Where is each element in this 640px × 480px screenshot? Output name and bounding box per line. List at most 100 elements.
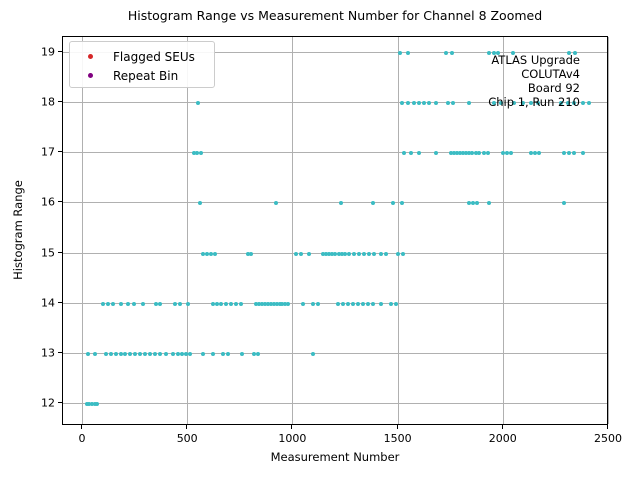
data-point (253, 301, 258, 306)
y-tick-label: 18 (41, 95, 55, 109)
data-point (140, 301, 145, 306)
data-point (476, 151, 481, 156)
data-point (280, 301, 285, 306)
y-tick-label: 16 (41, 195, 55, 209)
data-point (86, 351, 91, 356)
data-point (148, 351, 153, 356)
data-point (87, 401, 92, 406)
legend: Flagged SEUs Repeat Bin (69, 41, 215, 88)
data-point (451, 101, 456, 106)
data-point (446, 101, 451, 106)
y-tick-label: 15 (41, 246, 55, 260)
x-tick-mark (80, 425, 82, 429)
data-point (366, 251, 371, 256)
data-point (427, 101, 432, 106)
annotation-line: COLUTAv4 (521, 67, 580, 81)
data-point (443, 51, 448, 56)
data-point (164, 351, 169, 356)
annotation-line: ATLAS Upgrade (491, 53, 580, 67)
data-point (357, 251, 362, 256)
annotation-line: Board 92 (527, 81, 580, 95)
data-point (383, 251, 388, 256)
data-point (90, 401, 95, 406)
y-gridline (63, 352, 607, 354)
legend-item-flagged-seus: Flagged SEUs (78, 47, 206, 66)
data-point (417, 101, 421, 106)
chart-title: Histogram Range vs Measurement Number fo… (127, 8, 543, 23)
data-point (212, 251, 217, 256)
y-axis-label: Histogram Range (11, 180, 25, 280)
data-point (406, 101, 411, 106)
data-point (499, 101, 504, 106)
data-point (211, 351, 216, 356)
x-tick-mark (186, 425, 188, 429)
data-point (333, 251, 338, 256)
data-point (378, 301, 383, 306)
data-point (200, 351, 205, 356)
data-point (399, 101, 404, 106)
data-point (422, 101, 427, 106)
data-point (394, 301, 399, 306)
y-tick-label: 13 (41, 346, 55, 360)
repeat-bin-dot-icon (88, 73, 93, 78)
legend-label: Flagged SEUs (113, 49, 195, 64)
y-tick-label: 12 (41, 396, 55, 410)
x-tick-mark (291, 425, 293, 429)
annotation-block: ATLAS Upgrade COLUTAv4 Board 92 Chip 1, … (488, 53, 580, 109)
x-gridline (397, 37, 399, 424)
data-point (496, 51, 501, 56)
data-point (204, 251, 209, 256)
data-point (355, 301, 360, 306)
data-point (370, 201, 375, 206)
data-point (197, 201, 202, 206)
data-point (370, 301, 375, 306)
data-point (192, 151, 197, 156)
data-point (409, 151, 413, 156)
data-point (268, 301, 273, 306)
data-point (208, 251, 213, 256)
data-point (200, 251, 205, 256)
data-point (508, 151, 513, 156)
data-point (195, 151, 200, 156)
data-point (126, 301, 130, 306)
data-point (512, 101, 517, 106)
data-point (84, 401, 89, 406)
data-point (351, 251, 356, 256)
data-point (455, 151, 460, 156)
data-point (398, 51, 403, 56)
data-point (434, 151, 439, 156)
x-tick-label: 2000 (488, 432, 517, 445)
data-point (180, 351, 185, 356)
x-tick-mark (607, 425, 608, 429)
data-point (188, 351, 193, 356)
data-point (229, 301, 234, 306)
x-tick-label: 1500 (383, 432, 412, 445)
data-point (171, 351, 176, 356)
data-point (561, 201, 566, 206)
y-gridline (63, 402, 607, 404)
y-tick-mark (58, 151, 62, 153)
data-point (399, 201, 404, 206)
data-point (119, 301, 124, 306)
x-gridline (81, 37, 83, 424)
x-axis-label: Measurement Number (270, 450, 400, 464)
data-point (256, 351, 261, 356)
y-gridline (63, 302, 607, 304)
plot-area (62, 36, 609, 425)
data-point (111, 301, 116, 306)
annotation-line: Chip 1, Run 210 (488, 95, 580, 109)
data-point (119, 351, 124, 356)
data-point (274, 301, 279, 306)
data-point (233, 301, 238, 306)
data-point (283, 301, 288, 306)
data-point (434, 101, 439, 106)
y-tick-label: 14 (41, 296, 55, 310)
data-point (336, 251, 341, 256)
data-point (389, 301, 394, 306)
data-point (500, 151, 505, 156)
data-point (567, 51, 572, 56)
data-point (350, 301, 355, 306)
data-point (298, 251, 303, 256)
data-point (293, 251, 298, 256)
data-point (492, 51, 497, 56)
